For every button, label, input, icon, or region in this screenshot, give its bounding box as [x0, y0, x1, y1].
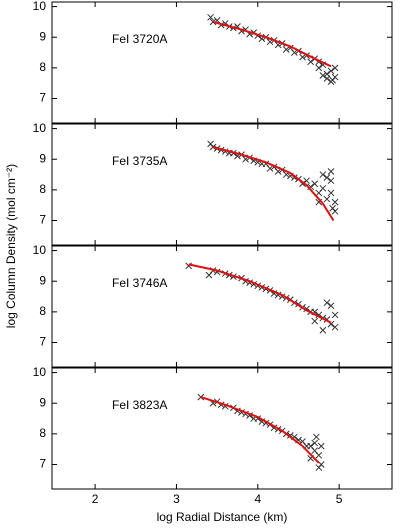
data-point: [282, 46, 290, 53]
y-tick-label: 8: [39, 304, 46, 318]
data-point: [331, 323, 339, 331]
y-tick-label: 10: [33, 365, 47, 379]
panel-label: FeI 3823A: [112, 398, 167, 412]
panel-label: FeI 3746A: [112, 276, 167, 290]
data-point: [319, 171, 327, 178]
data-point: [327, 78, 335, 85]
y-tick-label: 9: [39, 151, 46, 165]
data-point: [207, 13, 214, 21]
panel: 7 8 9 10 FeI 3735A: [33, 121, 393, 246]
panel-frame: [51, 245, 393, 368]
y-tick-label: 8: [39, 60, 46, 74]
y-tick-label: 10: [33, 243, 47, 257]
y-tick-label: 8: [39, 182, 46, 196]
y-tick-label: 7: [39, 335, 46, 349]
fit-line: [188, 263, 332, 324]
y-tick-label: 7: [39, 213, 46, 227]
panel: 7 8 9 10 FeI 3746A: [33, 243, 393, 368]
x-axis-label: log Radial Distance (km): [157, 510, 288, 524]
data-point: [327, 189, 335, 197]
data-point: [327, 67, 335, 75]
data-point: [323, 174, 331, 181]
y-tick-label: 7: [39, 91, 46, 105]
data-point: [319, 326, 327, 334]
panel-label: FeI 3735A: [112, 154, 167, 168]
data-point: [331, 198, 339, 206]
data-point: [319, 72, 327, 79]
y-tick-label: 9: [39, 29, 46, 43]
x-tick-label: 2: [92, 492, 99, 506]
y-tick-label: 9: [39, 395, 46, 409]
data-point: [311, 317, 319, 325]
data-point: [323, 75, 331, 82]
panel: 7 8 9 10 FeI 3720A: [33, 0, 393, 124]
data-point: [331, 311, 339, 319]
data-point: [315, 464, 323, 471]
panel-frame: [51, 123, 393, 246]
x-tick-label: 5: [336, 492, 343, 506]
data-point: [331, 207, 339, 215]
fit-line: [212, 146, 335, 222]
panel: 7 8 9 10 2 3 4 5 FeI 3823A: [33, 365, 393, 506]
data-point: [307, 58, 315, 66]
fit-line: [212, 20, 332, 68]
y-tick-label: 7: [39, 457, 46, 471]
panel-frame: [51, 367, 393, 490]
panel-label: FeI 3720A: [112, 32, 167, 46]
data-point: [327, 177, 335, 185]
data-point: [331, 64, 339, 72]
fit-line: [200, 396, 320, 464]
data-point: [327, 168, 335, 175]
data-point: [319, 184, 327, 192]
data-point: [315, 451, 323, 459]
data-point: [327, 302, 335, 310]
y-tick-label: 10: [33, 121, 47, 135]
x-tick-label: 3: [173, 492, 180, 506]
data-point: [299, 53, 306, 61]
data-point: [315, 64, 323, 72]
data-point: [311, 439, 319, 447]
y-tick-label: 10: [33, 0, 47, 13]
data-point: [323, 195, 331, 203]
data-point: [266, 165, 274, 172]
y-tick-label: 8: [39, 426, 46, 440]
y-tick-label: 9: [39, 273, 46, 287]
x-tick-label: 4: [254, 492, 261, 506]
data-point: [323, 299, 331, 307]
data-point: [311, 180, 319, 188]
data-point: [317, 442, 325, 450]
y-axis-label: log Column Density (mol cm⁻²): [4, 164, 18, 328]
data-point: [313, 433, 320, 441]
panel-frame: [51, 1, 393, 124]
